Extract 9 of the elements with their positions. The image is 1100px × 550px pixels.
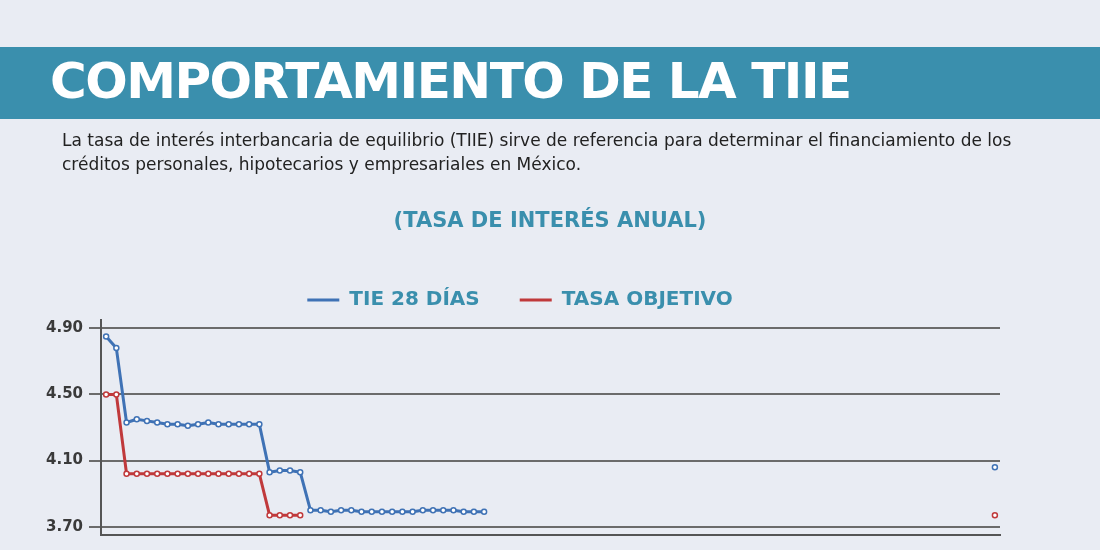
chart-subtitle: La tasa de interés interbancaria de equilibrio (TIIE) sirve de referencia para determinar el financiamiento de los créditos personales, hipotecarios y empresariales en México.	[62, 129, 1013, 176]
chart-title: COMPORTAMIENTO DE LA TIIE	[50, 52, 851, 110]
y-tick-label: 4.10	[45, 450, 84, 469]
y-tick-label: 3.70	[45, 516, 84, 535]
y-tick-label: 4.50	[45, 384, 84, 403]
legend-label: TASA OBJETIVO	[561, 286, 733, 311]
legend-label: TIE 28 DÍAS	[349, 286, 480, 311]
y-tick-label: 4.90	[45, 318, 84, 337]
text: (TASA DE INTERÉS ANUAL)	[392, 208, 708, 232]
